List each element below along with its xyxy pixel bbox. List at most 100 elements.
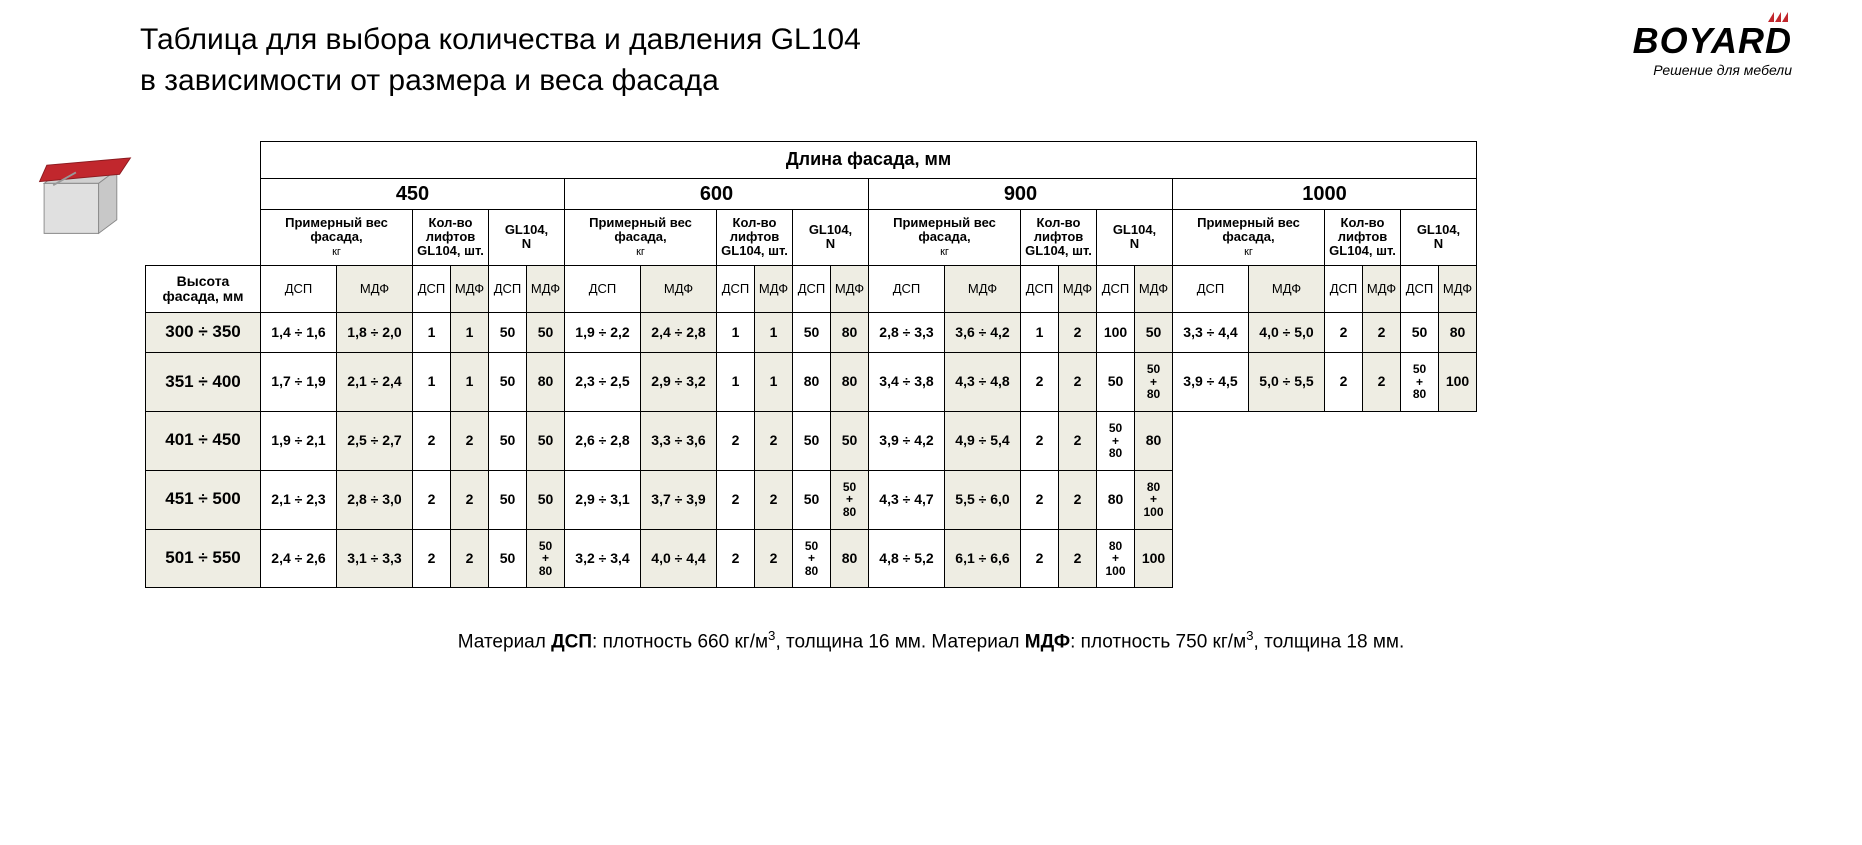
subheader-lifts: Кол-волифтовGL104, шт. bbox=[1021, 209, 1097, 265]
cell-c900-f_dsp: 50 bbox=[1097, 353, 1135, 412]
cell-c450-n_mdf: 1 bbox=[451, 353, 489, 412]
page-title: Таблица для выбора количества и давления… bbox=[140, 20, 861, 101]
cell-c600-n_mdf: 2 bbox=[755, 529, 793, 588]
mat-mdf: МДФ bbox=[1249, 265, 1325, 313]
cell-c600-w_dsp: 2,9 ÷ 3,1 bbox=[565, 470, 641, 529]
cell-c450-f_dsp: 50 bbox=[489, 529, 527, 588]
logo-tagline: Решение для мебели bbox=[1633, 62, 1792, 78]
cell-c600-w_mdf: 3,7 ÷ 3,9 bbox=[641, 470, 717, 529]
cell-c600-f_mdf: 80 bbox=[831, 529, 869, 588]
mat-dsp: ДСП bbox=[869, 265, 945, 313]
mat-dsp: ДСП bbox=[717, 265, 755, 313]
cell-c900-f_mdf: 50+80 bbox=[1135, 353, 1173, 412]
cell-c900-n_mdf: 2 bbox=[1059, 529, 1097, 588]
row-height: 451 ÷ 500 bbox=[146, 470, 261, 529]
cell-c1000-n_dsp: 2 bbox=[1325, 313, 1363, 353]
table-row: 501 ÷ 5502,4 ÷ 2,63,1 ÷ 3,3225050+803,2 … bbox=[146, 529, 1477, 588]
table-row: 351 ÷ 4001,7 ÷ 1,92,1 ÷ 2,41150802,3 ÷ 2… bbox=[146, 353, 1477, 412]
cell-c450-w_dsp: 2,4 ÷ 2,6 bbox=[261, 529, 337, 588]
subheader-weight: Примерный весфасада,кг bbox=[565, 209, 717, 265]
mat-mdf: МДФ bbox=[527, 265, 565, 313]
mat-dsp: ДСП bbox=[489, 265, 527, 313]
cell-c1000-n_mdf: 2 bbox=[1363, 353, 1401, 412]
mat-mdf: МДФ bbox=[1363, 265, 1401, 313]
cell-c450-n_mdf: 2 bbox=[451, 411, 489, 470]
row-height: 300 ÷ 350 bbox=[146, 313, 261, 353]
mat-dsp: ДСП bbox=[793, 265, 831, 313]
cell-c600-f_mdf: 50+80 bbox=[831, 470, 869, 529]
mat-dsp: ДСП bbox=[1401, 265, 1439, 313]
cell-c900-w_dsp: 3,9 ÷ 4,2 bbox=[869, 411, 945, 470]
cell-c600-n_dsp: 2 bbox=[717, 470, 755, 529]
row-height: 401 ÷ 450 bbox=[146, 411, 261, 470]
cell-c600-f_dsp: 50 bbox=[793, 470, 831, 529]
subheader-force: GL104,N bbox=[489, 209, 565, 265]
mat-mdf: МДФ bbox=[945, 265, 1021, 313]
flame-icon bbox=[1768, 12, 1788, 22]
cell-c450-n_dsp: 1 bbox=[413, 313, 451, 353]
cell-c450-n_dsp: 2 bbox=[413, 411, 451, 470]
cell-c600-n_mdf: 1 bbox=[755, 313, 793, 353]
cell-c1000-f_mdf: 80 bbox=[1439, 313, 1477, 353]
mat-mdf: МДФ bbox=[1135, 265, 1173, 313]
header-length-main: Длина фасада, мм bbox=[261, 142, 1477, 179]
cell-c900-f_mdf: 50 bbox=[1135, 313, 1173, 353]
header-length-900: 900 bbox=[869, 178, 1173, 209]
cell-c450-n_dsp: 2 bbox=[413, 470, 451, 529]
cell-c1000-w_mdf: 5,0 ÷ 5,5 bbox=[1249, 353, 1325, 412]
cell-c900-n_dsp: 2 bbox=[1021, 411, 1059, 470]
cell-c450-w_mdf: 1,8 ÷ 2,0 bbox=[337, 313, 413, 353]
cell-c600-n_dsp: 1 bbox=[717, 353, 755, 412]
cell-c600-n_mdf: 1 bbox=[755, 353, 793, 412]
header: Таблица для выбора количества и давления… bbox=[30, 20, 1832, 101]
mat-mdf: МДФ bbox=[337, 265, 413, 313]
table-row: 401 ÷ 4501,9 ÷ 2,12,5 ÷ 2,72250502,6 ÷ 2… bbox=[146, 411, 1477, 470]
cell-c450-w_dsp: 1,7 ÷ 1,9 bbox=[261, 353, 337, 412]
subheader-force: GL104,N bbox=[1401, 209, 1477, 265]
cell-c450-f_dsp: 50 bbox=[489, 353, 527, 412]
cell-c900-w_mdf: 4,9 ÷ 5,4 bbox=[945, 411, 1021, 470]
cell-c900-w_mdf: 3,6 ÷ 4,2 bbox=[945, 313, 1021, 353]
table-row: 451 ÷ 5002,1 ÷ 2,32,8 ÷ 3,02250502,9 ÷ 3… bbox=[146, 470, 1477, 529]
cell-c450-f_mdf: 50 bbox=[527, 411, 565, 470]
cell-c600-f_dsp: 50 bbox=[793, 411, 831, 470]
cell-c600-f_mdf: 50 bbox=[831, 411, 869, 470]
cell-c1000-n_mdf: 2 bbox=[1363, 313, 1401, 353]
cell-c900-n_mdf: 2 bbox=[1059, 353, 1097, 412]
mat-dsp: ДСП bbox=[413, 265, 451, 313]
mat-dsp: ДСП bbox=[1097, 265, 1135, 313]
cell-c900-n_dsp: 2 bbox=[1021, 353, 1059, 412]
cell-c600-f_dsp: 80 bbox=[793, 353, 831, 412]
cell-c900-w_dsp: 4,3 ÷ 4,7 bbox=[869, 470, 945, 529]
cell-c900-w_dsp: 3,4 ÷ 3,8 bbox=[869, 353, 945, 412]
header-length-1000: 1000 bbox=[1173, 178, 1477, 209]
logo: BOYARD Решение для мебели bbox=[1633, 20, 1832, 78]
table-container: Длина фасада, мм Длина фасада, мм 450600… bbox=[30, 141, 1832, 588]
cell-c600-n_mdf: 2 bbox=[755, 470, 793, 529]
cell-c450-f_dsp: 50 bbox=[489, 470, 527, 529]
cell-c600-n_dsp: 2 bbox=[717, 529, 755, 588]
cell-c600-w_mdf: 2,9 ÷ 3,2 bbox=[641, 353, 717, 412]
mat-dsp: ДСП bbox=[1325, 265, 1363, 313]
subheader-force: GL104,N bbox=[793, 209, 869, 265]
mat-dsp: ДСП bbox=[1173, 265, 1249, 313]
subheader-lifts: Кол-волифтовGL104, шт. bbox=[717, 209, 793, 265]
rowhead-label: Высотафасада, мм bbox=[146, 265, 261, 313]
mat-dsp: ДСП bbox=[1021, 265, 1059, 313]
cell-c900-n_dsp: 2 bbox=[1021, 529, 1059, 588]
mat-mdf: МДФ bbox=[755, 265, 793, 313]
row-height: 501 ÷ 550 bbox=[146, 529, 261, 588]
mat-dsp: ДСП bbox=[261, 265, 337, 313]
cell-c600-n_dsp: 1 bbox=[717, 313, 755, 353]
subheader-lifts: Кол-волифтовGL104, шт. bbox=[1325, 209, 1401, 265]
subheader-weight: Примерный весфасада,кг bbox=[261, 209, 413, 265]
cell-c900-w_mdf: 5,5 ÷ 6,0 bbox=[945, 470, 1021, 529]
cell-c1000-w_dsp: 3,9 ÷ 4,5 bbox=[1173, 353, 1249, 412]
cell-c900-f_mdf: 80+100 bbox=[1135, 470, 1173, 529]
footnote: Материал ДСП: плотность 660 кг/м3, толщи… bbox=[30, 628, 1832, 653]
cell-c600-w_mdf: 3,3 ÷ 3,6 bbox=[641, 411, 717, 470]
subheader-lifts: Кол-волифтовGL104, шт. bbox=[413, 209, 489, 265]
cell-c600-w_dsp: 3,2 ÷ 3,4 bbox=[565, 529, 641, 588]
cell-c450-f_mdf: 80 bbox=[527, 353, 565, 412]
subheader-weight: Примерный весфасада,кг bbox=[869, 209, 1021, 265]
